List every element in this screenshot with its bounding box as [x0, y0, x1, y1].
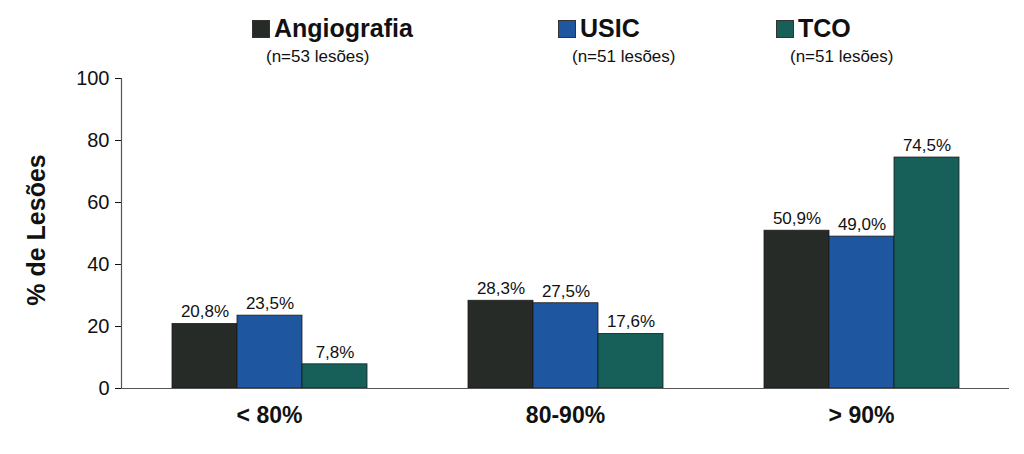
svg-text:0: 0: [98, 377, 109, 399]
html-text:(n=51 lesões): (n=51 lesões): [790, 47, 894, 66]
svg-text:23,5%: 23,5%: [246, 294, 294, 313]
svg-text:80-90%: 80-90%: [526, 402, 605, 428]
svg-text:20,8%: 20,8%: [181, 302, 229, 321]
html-text:% de Lesões: % de Lesões: [21, 154, 50, 306]
svg-text:40: 40: [87, 253, 109, 275]
svg-text:28,3%: 28,3%: [477, 279, 525, 298]
html-text:(n=53 lesões): (n=53 lesões): [266, 47, 370, 66]
svg-text:100: 100: [76, 70, 109, 89]
svg-text:< 80%: < 80%: [237, 402, 303, 428]
svg-text:20: 20: [87, 315, 109, 337]
svg-text:50,9%: 50,9%: [773, 209, 821, 228]
svg-text:80: 80: [87, 129, 109, 151]
svg-text:60: 60: [87, 191, 109, 213]
svg-text:> 90%: > 90%: [829, 402, 895, 428]
svg-text:49,0%: 49,0%: [838, 215, 886, 234]
svg-text:74,5%: 74,5%: [903, 136, 951, 155]
svg-text:27,5%: 27,5%: [542, 282, 590, 301]
svg-text:17,6%: 17,6%: [607, 312, 655, 331]
html-text:(n=51 lesões): (n=51 lesões): [572, 47, 676, 66]
svg-text:7,8%: 7,8%: [316, 343, 355, 362]
html-text:TCO: TCO: [798, 14, 851, 42]
html-text:Angiografia: Angiografia: [274, 14, 413, 42]
html-text:USIC: USIC: [580, 14, 640, 42]
